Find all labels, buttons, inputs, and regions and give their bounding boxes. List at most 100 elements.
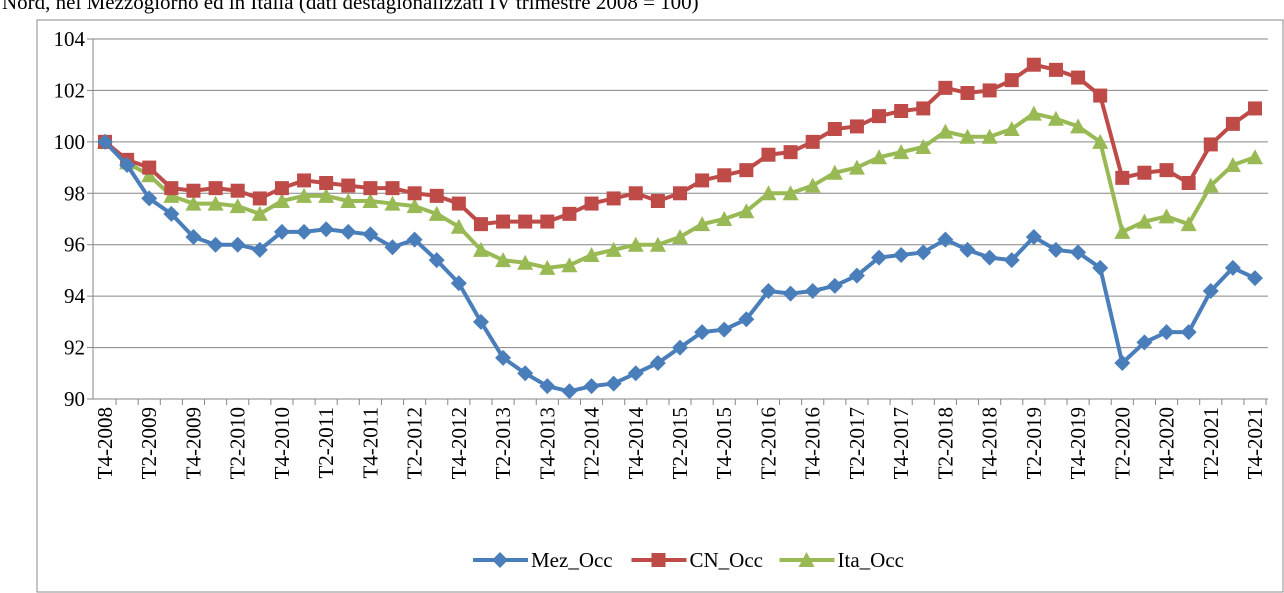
point [1003, 252, 1020, 269]
x-tick-label: T4-2021 [1243, 407, 1267, 479]
point [649, 355, 666, 371]
point [1136, 334, 1153, 351]
x-tick-label: T4-2016 [801, 407, 825, 479]
point [738, 311, 755, 328]
point [539, 259, 556, 275]
point [871, 149, 888, 165]
y-tick-label: 98 [64, 181, 85, 205]
point [716, 211, 733, 226]
point [273, 193, 290, 208]
point [960, 86, 975, 100]
point [826, 277, 843, 294]
point [937, 231, 954, 248]
legend-marker [492, 552, 508, 568]
point [406, 198, 423, 214]
point [362, 193, 379, 208]
point [1202, 177, 1219, 193]
point [429, 188, 444, 203]
point [296, 187, 313, 203]
x-tick-label: T4-2008 [93, 407, 117, 479]
point [164, 181, 179, 196]
point [362, 226, 379, 243]
point [363, 181, 378, 196]
point [472, 313, 489, 330]
point [274, 181, 289, 196]
chart-title: Nord, nel Mezzogiorno ed in Italia (dati… [2, 0, 699, 14]
point [584, 196, 599, 211]
point [207, 236, 224, 253]
legend-label: Ita_Occ [838, 548, 904, 572]
point [982, 83, 997, 98]
point [1181, 176, 1196, 190]
chart-border [36, 19, 1284, 593]
point [384, 195, 401, 211]
point [473, 217, 488, 232]
point [848, 267, 865, 284]
point [804, 283, 821, 299]
point [672, 229, 688, 244]
point [915, 244, 932, 261]
x-tick-label: T2-2020 [1110, 407, 1134, 479]
point [1247, 149, 1263, 165]
point [141, 190, 158, 207]
point [251, 241, 268, 258]
point [252, 191, 267, 206]
y-tick-label: 94 [64, 284, 86, 308]
point [1093, 88, 1108, 103]
point [1092, 259, 1109, 276]
y-tick-label: 96 [64, 233, 85, 257]
x-tick-label: T4-2011 [358, 407, 382, 479]
point [318, 187, 335, 203]
point [407, 186, 422, 201]
point [872, 109, 887, 124]
point [1048, 62, 1063, 77]
point [1026, 57, 1041, 72]
point [826, 164, 843, 180]
point [1224, 157, 1241, 172]
point [627, 236, 644, 252]
point [297, 173, 312, 188]
x-tick-label: T2-2014 [580, 407, 604, 480]
point [937, 123, 954, 139]
point [185, 195, 202, 211]
point [384, 239, 401, 256]
point [649, 236, 666, 252]
point [1247, 270, 1263, 287]
point [141, 167, 158, 183]
point [1070, 118, 1087, 134]
x-tick-label: T2-2017 [845, 407, 869, 479]
point [540, 214, 555, 229]
point [229, 198, 246, 214]
point [959, 128, 976, 144]
point [1203, 137, 1218, 152]
x-tick-label: T2-2015 [668, 407, 692, 479]
point [871, 249, 888, 266]
point [1092, 133, 1109, 149]
point [1225, 116, 1240, 131]
point [495, 252, 512, 268]
point [1224, 259, 1241, 276]
point [650, 194, 665, 208]
point [1136, 213, 1153, 229]
point [916, 101, 931, 116]
y-tick-label: 90 [64, 387, 85, 411]
point [1180, 324, 1197, 341]
x-tick-label: T2-2018 [933, 407, 957, 479]
point [694, 216, 711, 232]
point [760, 283, 777, 299]
legend-label: Mez_Occ [531, 548, 613, 572]
point [959, 241, 976, 258]
x-tick-label: T2-2021 [1199, 407, 1223, 479]
point [848, 159, 865, 175]
point [605, 241, 622, 257]
point [518, 214, 533, 229]
point [605, 375, 622, 392]
point [1003, 121, 1020, 136]
point [539, 378, 556, 395]
point [1159, 163, 1174, 178]
point [230, 183, 245, 198]
point [981, 128, 998, 144]
point [142, 160, 157, 175]
point [1047, 241, 1064, 258]
